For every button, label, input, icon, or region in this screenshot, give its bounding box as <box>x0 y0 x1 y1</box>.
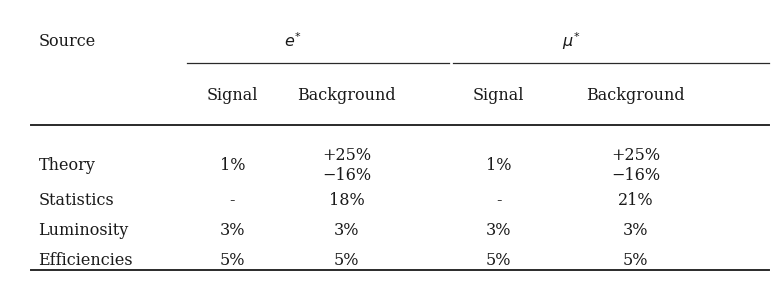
Text: 3%: 3% <box>220 222 245 239</box>
Text: Efficiencies: Efficiencies <box>38 252 133 269</box>
Text: -: - <box>495 192 501 209</box>
Text: Signal: Signal <box>207 87 258 104</box>
Text: Source: Source <box>38 33 96 50</box>
Text: 3%: 3% <box>486 222 511 239</box>
Text: -: - <box>230 192 235 209</box>
Text: 5%: 5% <box>486 252 511 269</box>
Text: $\mu^{*}$: $\mu^{*}$ <box>561 30 580 52</box>
Text: Statistics: Statistics <box>38 192 114 209</box>
Text: 3%: 3% <box>334 222 359 239</box>
Text: $e^{*}$: $e^{*}$ <box>285 32 302 51</box>
Text: 1%: 1% <box>486 157 511 174</box>
Text: 21%: 21% <box>618 192 653 209</box>
Text: 5%: 5% <box>334 252 359 269</box>
Text: 18%: 18% <box>328 192 365 209</box>
Text: Theory: Theory <box>38 157 96 174</box>
Text: 3%: 3% <box>622 222 648 239</box>
Text: +25%
−16%: +25% −16% <box>322 147 371 184</box>
Text: Background: Background <box>297 87 396 104</box>
Text: 5%: 5% <box>220 252 245 269</box>
Text: 5%: 5% <box>622 252 648 269</box>
Text: +25%
−16%: +25% −16% <box>611 147 660 184</box>
Text: 1%: 1% <box>220 157 245 174</box>
Text: Background: Background <box>586 87 684 104</box>
Text: Signal: Signal <box>473 87 524 104</box>
Text: Luminosity: Luminosity <box>38 222 129 239</box>
